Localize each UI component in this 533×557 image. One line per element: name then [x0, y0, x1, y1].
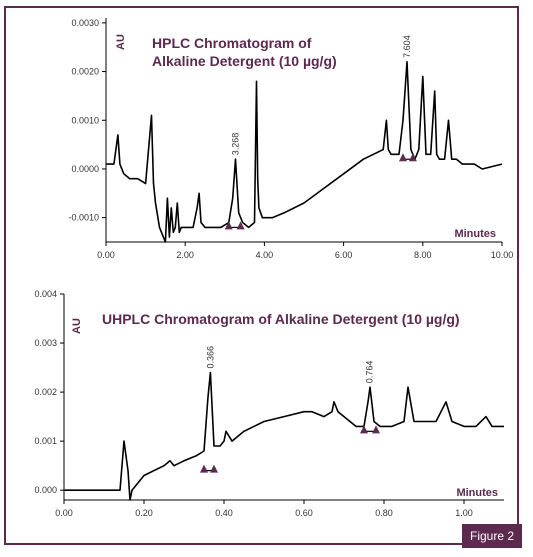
hplc-title-line-2: Alkaline Detergent (10 µg/g)	[152, 53, 337, 69]
c2-x-tick-label: 0.20	[135, 508, 153, 518]
hplc-title-line-1: HPLC Chromatogram of	[152, 35, 312, 51]
c1-y-tick-label: 0.0020	[71, 67, 99, 77]
c1-y-tick-label: 0.0030	[71, 18, 99, 28]
c1-integration-marker	[224, 221, 233, 230]
c1-integration-marker	[236, 221, 245, 230]
c2-integration-marker	[210, 464, 218, 473]
c2-integration-marker	[200, 464, 208, 473]
c1-x-tick-label: 2.00	[176, 250, 194, 260]
uhplc-trace	[64, 371, 504, 501]
c2-x-tick-label: 0.60	[295, 508, 313, 518]
hplc-integration-marks	[224, 153, 417, 230]
uhplc-x-ticks: 0.00 0.20 0.40 0.60 0.80 1.00	[55, 500, 473, 518]
hplc-chromatogram: 0.00 2.00 4.00 6.00 8.00 10.00 -0.0010 0.0000 0…	[68, 18, 513, 260]
c1-x-tick-label: 8.00	[414, 250, 432, 260]
c2-x-tick-label: 1.00	[455, 508, 473, 518]
hplc-axes: 0.00 2.00 4.00 6.00 8.00 10.00 -0.0010 0.0000 0…	[68, 18, 513, 260]
c2-y-tick-label: 0.004	[34, 289, 57, 299]
c1-y-tick-label: 0.0010	[71, 115, 99, 125]
c1-peak-label: 7.604	[402, 35, 412, 58]
c1-integration-marker	[399, 153, 407, 162]
c1-peak-label: 3.268	[230, 133, 240, 156]
c2-peak-label: 0.764	[365, 361, 375, 384]
c2-y-tick-label: 0.002	[34, 387, 57, 397]
c1-y-tick-label: 0.0000	[71, 164, 99, 174]
figure-label-badge: Figure 2	[462, 524, 522, 548]
c2-integration-marker	[372, 425, 380, 434]
c1-x-tick-label: 0.00	[97, 250, 115, 260]
hplc-x-ticks: 0.00 2.00 4.00 6.00 8.00 10.00	[97, 242, 513, 260]
uhplc-title: UHPLC Chromatogram of Alkaline Detergent…	[102, 311, 460, 327]
c1-x-tick-label: 10.00	[491, 250, 514, 260]
c2-y-tick-label: 0.001	[34, 436, 57, 446]
c1-x-tick-label: 6.00	[335, 250, 353, 260]
hplc-trace	[106, 60, 503, 243]
uhplc-integration-marks	[200, 425, 380, 473]
c1-y-tick-label: -0.0010	[68, 213, 99, 223]
c2-x-tick-label: 0.40	[215, 508, 233, 518]
c2-x-tick-label: 0.80	[375, 508, 393, 518]
c1-integration-marker	[408, 153, 417, 162]
c2-x-tick-label: 0.00	[55, 508, 73, 518]
uhplc-y-ticks: 0.000 0.001 0.002 0.003 0.004	[34, 289, 64, 495]
uhplc-peak-labels: 0.366 0.764	[205, 346, 374, 383]
c2-integration-marker	[360, 425, 368, 434]
c2-peak-label: 0.366	[205, 346, 215, 369]
hplc-y-axis-title: AU	[115, 34, 127, 50]
c2-y-tick-label: 0.003	[34, 338, 57, 348]
uhplc-y-axis-title: AU	[71, 318, 83, 334]
uhplc-x-axis-title: Minutes	[456, 487, 498, 499]
c2-y-tick-label: 0.000	[34, 485, 57, 495]
c1-x-tick-label: 4.00	[256, 250, 274, 260]
uhplc-chromatogram: 0.00 0.20 0.40 0.60 0.80 1.00 0.000 0.001 0.002…	[34, 289, 504, 518]
hplc-x-axis-title: Minutes	[454, 228, 496, 240]
figure-frame: 0.00 2.00 4.00 6.00 8.00 10.00 -0.0010 0.0000 0…	[4, 6, 519, 545]
hplc-peak-labels: 3.268 7.604	[230, 35, 411, 155]
hplc-y-ticks: -0.0010 0.0000 0.0010 0.0020 0.0030	[68, 18, 106, 223]
uhplc-axes: 0.00 0.20 0.40 0.60 0.80 1.00 0.000 0.001 0.002…	[34, 289, 504, 518]
